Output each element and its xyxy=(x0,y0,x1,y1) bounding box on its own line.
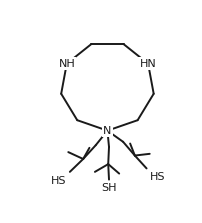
Text: HN: HN xyxy=(140,59,157,69)
Text: NH: NH xyxy=(58,59,75,69)
Text: HS: HS xyxy=(150,172,165,182)
Text: HS: HS xyxy=(50,176,66,186)
Text: SH: SH xyxy=(101,183,117,193)
Text: N: N xyxy=(103,126,112,136)
